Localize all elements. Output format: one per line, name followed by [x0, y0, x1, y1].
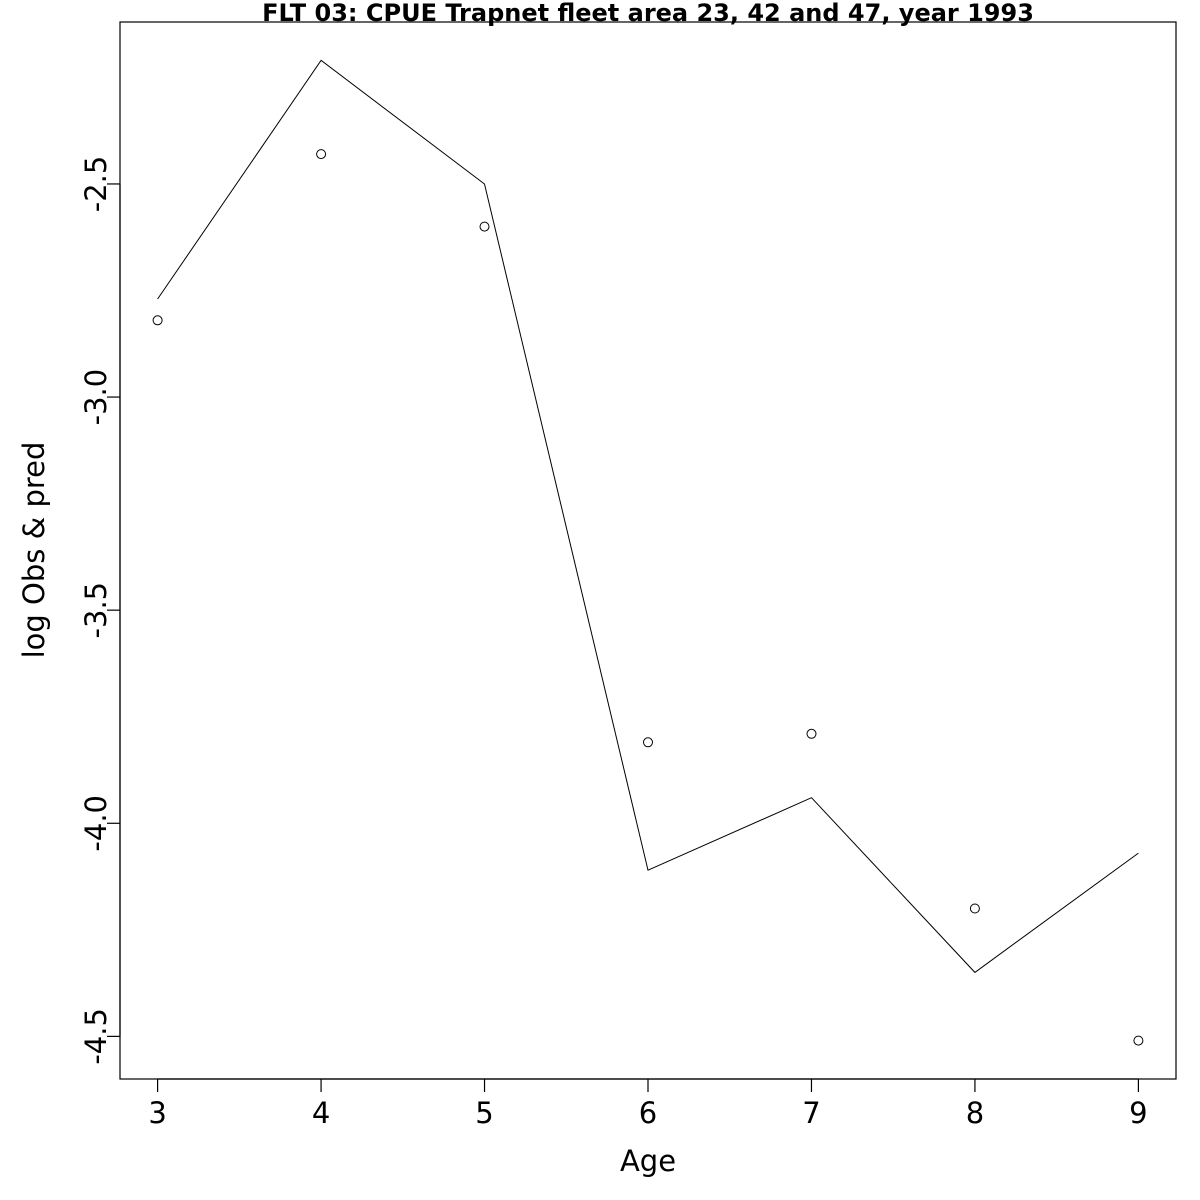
- x-tick-label: 3: [148, 1096, 166, 1130]
- observed-point: [152, 315, 163, 326]
- y-axis: -4.5 -4.0 -3.5 -3.0 -2.5: [79, 156, 121, 1065]
- x-tick-label: 9: [1129, 1096, 1147, 1130]
- x-tick-label: 5: [475, 1096, 493, 1130]
- observed-point: [969, 903, 980, 914]
- y-tick-label: -2.5: [79, 156, 113, 213]
- y-tick-label: -4.0: [79, 795, 113, 852]
- y-tick-label: -3.0: [79, 369, 113, 426]
- observed-point: [316, 149, 327, 160]
- x-tick-label: 7: [802, 1096, 820, 1130]
- observed-point: [1133, 1035, 1144, 1046]
- x-axis: 3 4 5 6 7 8 9: [148, 1078, 1148, 1130]
- observed-point: [643, 737, 653, 748]
- y-tick-label: -3.5: [79, 582, 113, 639]
- x-axis-label: Age: [620, 1144, 676, 1178]
- x-tick-label: 8: [966, 1096, 984, 1130]
- y-tick-label: -4.5: [79, 1008, 113, 1065]
- predicted-line: [157, 59, 1139, 974]
- y-axis-label: log Obs & pred: [17, 442, 51, 659]
- x-tick-label: 6: [639, 1096, 657, 1130]
- observed-point: [479, 221, 490, 232]
- chart-title: FLT 03: CPUE Trapnet fleet area 23, 42 a…: [262, 0, 1034, 27]
- x-tick-label: 4: [312, 1096, 330, 1130]
- observed-point: [806, 728, 817, 739]
- series-layer: [152, 59, 1144, 1046]
